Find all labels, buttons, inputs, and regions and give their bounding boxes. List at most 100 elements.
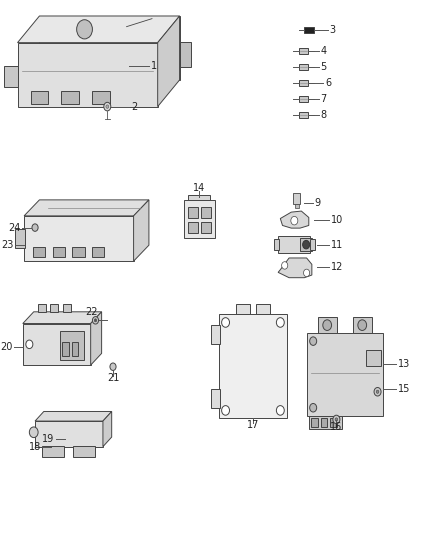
- Bar: [73, 446, 95, 457]
- Bar: [307, 333, 383, 416]
- Bar: [299, 112, 308, 118]
- Bar: [293, 193, 300, 204]
- Bar: [15, 229, 25, 247]
- Bar: [31, 91, 48, 104]
- Bar: [309, 416, 342, 429]
- Bar: [188, 222, 198, 233]
- Bar: [92, 247, 104, 257]
- Circle shape: [333, 415, 340, 424]
- Circle shape: [282, 262, 288, 269]
- Bar: [353, 317, 372, 333]
- Text: 5: 5: [321, 62, 327, 72]
- Text: 22: 22: [85, 307, 97, 317]
- Circle shape: [276, 406, 284, 415]
- Polygon shape: [134, 200, 149, 261]
- Bar: [72, 247, 85, 257]
- Bar: [24, 216, 134, 261]
- Bar: [33, 247, 45, 257]
- Text: 8: 8: [321, 110, 327, 120]
- Text: 14: 14: [193, 183, 205, 192]
- Text: 15: 15: [398, 384, 410, 394]
- Text: 13: 13: [398, 359, 410, 369]
- Text: 9: 9: [314, 198, 321, 207]
- Bar: [219, 314, 287, 418]
- Text: 6: 6: [325, 78, 331, 88]
- Text: 23: 23: [1, 240, 14, 249]
- Bar: [295, 204, 299, 208]
- Polygon shape: [180, 42, 191, 67]
- Bar: [92, 91, 110, 104]
- Circle shape: [222, 406, 230, 415]
- Bar: [42, 446, 64, 457]
- Bar: [50, 304, 58, 312]
- Circle shape: [358, 320, 367, 330]
- Circle shape: [29, 427, 38, 438]
- Circle shape: [110, 363, 116, 370]
- Polygon shape: [23, 312, 102, 324]
- Text: 4: 4: [321, 46, 327, 56]
- Bar: [63, 304, 71, 312]
- Bar: [236, 304, 250, 314]
- Circle shape: [335, 418, 338, 421]
- Bar: [201, 222, 211, 233]
- Polygon shape: [35, 411, 112, 421]
- Polygon shape: [278, 258, 312, 278]
- Bar: [211, 325, 220, 344]
- Text: 17: 17: [247, 421, 259, 430]
- Bar: [299, 80, 308, 86]
- Bar: [299, 48, 308, 54]
- Bar: [35, 421, 103, 447]
- Text: 19: 19: [42, 434, 54, 443]
- Bar: [72, 342, 78, 356]
- Circle shape: [374, 387, 381, 396]
- Polygon shape: [18, 16, 180, 43]
- Circle shape: [376, 390, 379, 393]
- Text: 1: 1: [151, 61, 157, 70]
- Bar: [188, 207, 198, 218]
- Circle shape: [32, 224, 38, 231]
- Circle shape: [276, 318, 284, 327]
- Polygon shape: [4, 66, 18, 87]
- Circle shape: [26, 340, 33, 349]
- Bar: [23, 324, 91, 365]
- Bar: [211, 389, 220, 408]
- Bar: [300, 238, 312, 251]
- Bar: [299, 64, 308, 70]
- Text: 21: 21: [107, 373, 119, 383]
- Polygon shape: [280, 211, 309, 228]
- Circle shape: [323, 320, 332, 330]
- Circle shape: [77, 20, 92, 39]
- Text: 20: 20: [0, 342, 12, 352]
- Bar: [201, 207, 211, 218]
- Bar: [278, 236, 310, 253]
- Polygon shape: [39, 16, 180, 80]
- Bar: [256, 304, 270, 314]
- Bar: [330, 418, 337, 427]
- Bar: [311, 418, 318, 427]
- Bar: [304, 27, 314, 33]
- Circle shape: [310, 403, 317, 412]
- Circle shape: [94, 319, 97, 322]
- Circle shape: [310, 337, 317, 345]
- Bar: [366, 350, 381, 366]
- Text: 2: 2: [131, 102, 137, 111]
- Circle shape: [106, 105, 109, 108]
- Circle shape: [291, 216, 298, 225]
- Bar: [318, 317, 337, 333]
- Bar: [299, 96, 308, 102]
- Bar: [61, 91, 79, 104]
- Bar: [188, 195, 210, 200]
- Text: 3: 3: [329, 25, 336, 35]
- Polygon shape: [24, 200, 149, 216]
- Polygon shape: [103, 411, 112, 447]
- Bar: [321, 418, 327, 427]
- Bar: [53, 247, 65, 257]
- Circle shape: [304, 269, 310, 277]
- Bar: [38, 304, 46, 312]
- Bar: [184, 200, 215, 238]
- Bar: [60, 330, 84, 360]
- Circle shape: [104, 102, 111, 111]
- Text: 24: 24: [8, 223, 20, 233]
- Polygon shape: [158, 16, 180, 107]
- Circle shape: [92, 317, 99, 324]
